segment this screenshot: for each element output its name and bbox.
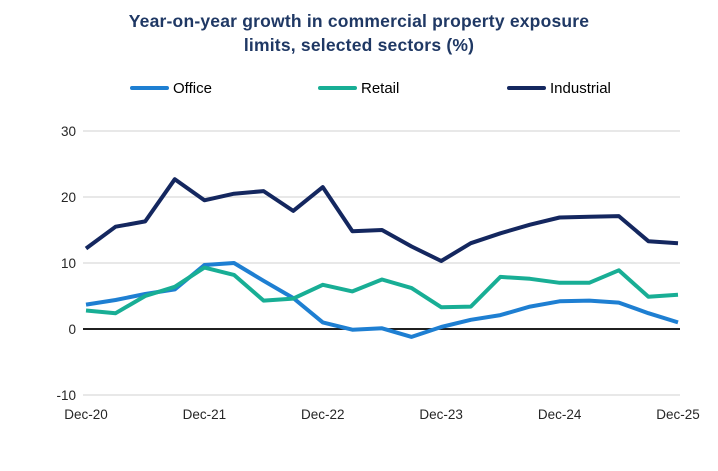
x-axis-tick-label: Dec-25 [656, 407, 700, 422]
x-axis-tick-label: Dec-21 [183, 407, 227, 422]
y-axis-tick-label: 10 [61, 256, 76, 271]
chart-title-line-2: limits, selected sectors (%) [243, 35, 475, 55]
legend-item-office: Office [130, 78, 212, 98]
y-axis-tick-label: 30 [61, 124, 76, 139]
legend-label-retail: Retail [361, 79, 400, 97]
industrial-line-swatch-icon [507, 85, 546, 91]
series-line-office [85, 261, 679, 339]
chart-title-line-1: Year-on-year growth in commercial proper… [128, 11, 590, 31]
chart-title: Year-on-year growth in commercial proper… [0, 9, 718, 57]
series-line-retail [85, 265, 679, 316]
y-axis-tick-label: 20 [61, 190, 76, 205]
x-axis-tick-label: Dec-23 [419, 407, 463, 422]
legend-label-office: Office [173, 79, 212, 97]
legend-label-industrial: Industrial [550, 79, 611, 97]
retail-line-swatch-icon [318, 85, 357, 91]
chart-legend: Office Retail Industrial [0, 78, 718, 98]
legend-item-retail: Retail [318, 78, 399, 98]
series-line-industrial [84, 177, 679, 263]
x-axis-tick-label: Dec-20 [64, 407, 108, 422]
y-axis-tick-label: -10 [56, 388, 76, 403]
legend-item-industrial: Industrial [507, 78, 611, 98]
x-axis-tick-label: Dec-24 [538, 407, 582, 422]
x-axis-tick-label: Dec-22 [301, 407, 345, 422]
office-line-swatch-icon [130, 85, 169, 91]
y-axis-tick-label: 0 [68, 322, 76, 337]
